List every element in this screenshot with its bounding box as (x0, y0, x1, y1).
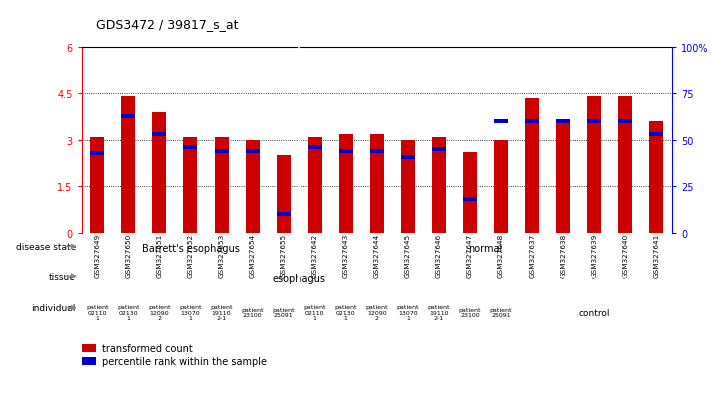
Text: GSM327650: GSM327650 (125, 233, 132, 278)
Bar (432, 148, 446, 152)
Bar (215, 138, 228, 233)
Text: GSM327654: GSM327654 (250, 233, 255, 278)
Text: GSM327653: GSM327653 (218, 233, 225, 278)
Bar (463, 153, 477, 233)
Bar (122, 97, 135, 233)
Text: patient
02130
1: patient 02130 1 (117, 304, 139, 320)
Bar (245, 150, 260, 154)
Text: GSM327647: GSM327647 (467, 233, 473, 278)
Bar (152, 113, 166, 233)
Text: patient
25091: patient 25091 (490, 307, 513, 318)
Text: patient
13070
1: patient 13070 1 (179, 304, 202, 320)
Bar (432, 138, 446, 233)
Bar (245, 140, 260, 233)
Text: GSM327639: GSM327639 (592, 233, 597, 278)
Bar (649, 122, 663, 233)
Text: GSM327641: GSM327641 (653, 233, 659, 278)
Text: GSM327644: GSM327644 (374, 233, 380, 278)
Bar (525, 120, 539, 124)
Bar (463, 198, 477, 202)
Bar (82, 344, 96, 352)
Bar (494, 120, 508, 124)
Text: GSM327638: GSM327638 (560, 233, 566, 278)
Bar (587, 97, 602, 233)
Text: Barrett's esophagus: Barrett's esophagus (141, 243, 240, 253)
Bar (556, 122, 570, 233)
Text: patient
23100: patient 23100 (459, 307, 481, 318)
Text: patient
25091: patient 25091 (272, 307, 295, 318)
Bar (277, 156, 291, 233)
Bar (215, 150, 228, 154)
Bar (308, 146, 321, 150)
Text: patient
12090
2: patient 12090 2 (365, 304, 388, 320)
Bar (338, 150, 353, 154)
Text: small intestine: small intestine (558, 273, 631, 283)
Bar (277, 213, 291, 217)
Text: GSM327648: GSM327648 (498, 233, 504, 278)
Bar (308, 138, 321, 233)
Bar (183, 138, 198, 233)
Text: GSM327642: GSM327642 (311, 233, 318, 278)
Bar (587, 120, 602, 124)
Bar (90, 152, 105, 155)
Text: patient
19110
2-1: patient 19110 2-1 (428, 304, 450, 320)
Text: GSM327652: GSM327652 (188, 233, 193, 278)
Text: patient
12090
2: patient 12090 2 (148, 304, 171, 320)
Text: transformed count: transformed count (102, 343, 193, 353)
Text: patient
02110
1: patient 02110 1 (304, 304, 326, 320)
Text: GSM327643: GSM327643 (343, 233, 349, 278)
Bar (649, 133, 663, 137)
Bar (556, 120, 570, 124)
Bar (338, 134, 353, 233)
Text: patient
02110
1: patient 02110 1 (86, 304, 109, 320)
Text: patient
23100: patient 23100 (241, 307, 264, 318)
Text: disease state: disease state (16, 242, 76, 251)
Bar (370, 150, 384, 154)
Text: esophagus: esophagus (273, 273, 326, 283)
Bar (494, 140, 508, 233)
Bar (90, 138, 105, 233)
Bar (619, 97, 632, 233)
Bar (401, 140, 415, 233)
Text: GSM327649: GSM327649 (95, 233, 100, 278)
Text: individual: individual (31, 304, 76, 313)
Bar (183, 146, 198, 150)
Text: GDS3472 / 39817_s_at: GDS3472 / 39817_s_at (96, 18, 238, 31)
Text: patient
19110
2-1: patient 19110 2-1 (210, 304, 232, 320)
Bar (619, 120, 632, 124)
Bar (525, 99, 539, 233)
Text: GSM327655: GSM327655 (281, 233, 287, 278)
Text: control: control (579, 308, 610, 317)
Text: normal: normal (469, 243, 503, 253)
Bar (370, 134, 384, 233)
Text: tissue: tissue (49, 272, 76, 281)
Text: GSM327645: GSM327645 (405, 233, 411, 278)
Text: GSM327651: GSM327651 (156, 233, 162, 278)
Text: GSM327646: GSM327646 (436, 233, 442, 278)
Text: GSM327637: GSM327637 (529, 233, 535, 278)
Text: patient
13070
1: patient 13070 1 (397, 304, 419, 320)
Text: percentile rank within the sample: percentile rank within the sample (102, 356, 267, 366)
Bar (82, 357, 96, 365)
Text: GSM327640: GSM327640 (622, 233, 629, 278)
Bar (122, 114, 135, 118)
Bar (152, 133, 166, 137)
Bar (401, 155, 415, 159)
Text: patient
02130
1: patient 02130 1 (334, 304, 357, 320)
